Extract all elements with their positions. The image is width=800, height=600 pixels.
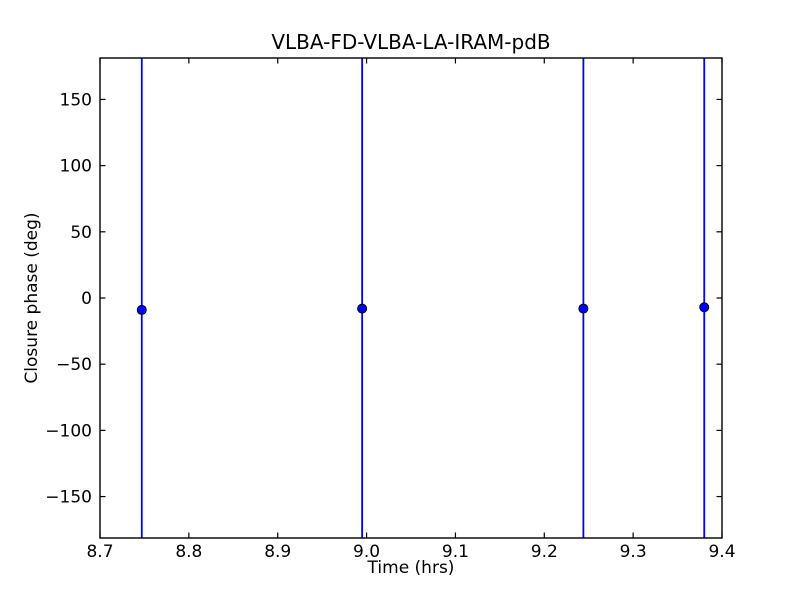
y-tick-label: −150: [45, 488, 92, 508]
x-tick-label: 9.4: [708, 542, 735, 562]
data-layer: 8.7 8.8 8.9 9.0 9.1 9.2 9.3 9.4 −150 −100 −50 0 50 10…: [45, 58, 736, 562]
data-point: [578, 303, 589, 314]
data-point: [136, 304, 147, 315]
x-tick-label: 9.3: [620, 542, 647, 562]
x-tick-label: 8.7: [86, 542, 113, 562]
y-tick-label: 50: [70, 223, 92, 243]
y-tick-label: 0: [81, 289, 92, 309]
x-axis-label: Time (hrs): [367, 558, 455, 578]
x-tick-label: 9.2: [531, 542, 558, 562]
y-tick-label: 150: [60, 90, 92, 110]
x-tick-label: 9.1: [442, 542, 469, 562]
y-axis-label: Closure phase (deg): [22, 212, 42, 383]
y-tick-label: 100: [60, 157, 92, 177]
x-tick-label: 9.0: [353, 542, 380, 562]
x-tick-label: 8.8: [175, 542, 202, 562]
y-tick-label: −50: [56, 355, 92, 375]
chart-title: VLBA-FD-VLBA-LA-IRAM-pdB: [271, 30, 550, 54]
axes-frame: [99, 57, 723, 539]
data-point: [357, 303, 368, 314]
x-tick-label: 8.9: [264, 542, 291, 562]
axes-background: [100, 58, 722, 538]
y-tick-label: −100: [45, 421, 92, 441]
data-point: [699, 302, 710, 313]
